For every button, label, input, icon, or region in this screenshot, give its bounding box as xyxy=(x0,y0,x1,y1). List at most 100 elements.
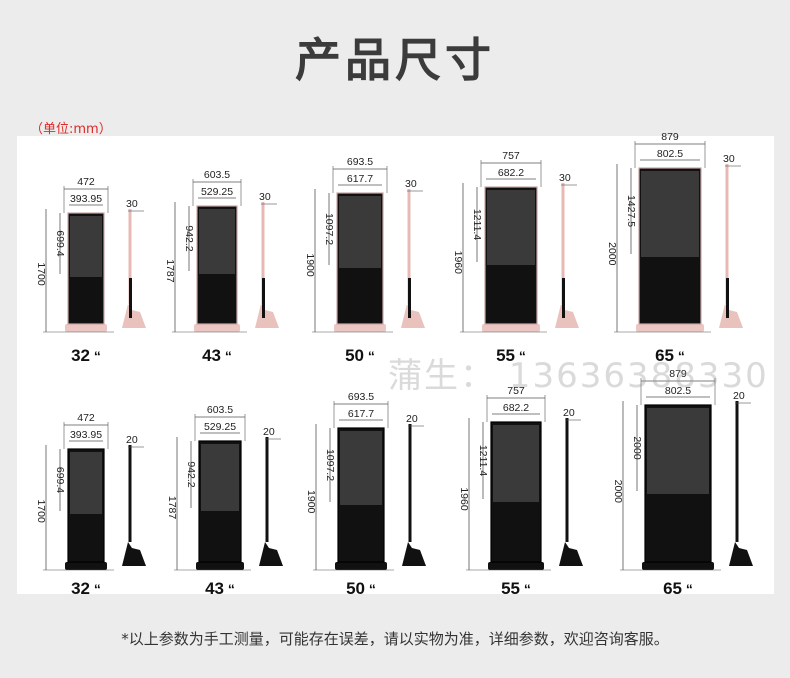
kiosk-base xyxy=(65,324,107,332)
size-inch-mark: “ xyxy=(520,581,531,597)
size-inch-mark: “ xyxy=(674,348,685,364)
kiosk-base xyxy=(636,324,704,332)
kiosk-screen xyxy=(641,171,699,257)
kiosk-65-row2: 879 802.5 20 2000 2000 65 “ xyxy=(612,368,753,598)
kiosk-side-foot xyxy=(122,542,146,566)
kiosk-side-back xyxy=(562,278,565,318)
screen-width-label: 529.25 xyxy=(204,421,236,433)
size-label: 32 “ xyxy=(71,346,101,365)
kiosk-base xyxy=(65,562,107,570)
screen-height-label: 1097.2 xyxy=(324,449,336,481)
depth-label: 30 xyxy=(405,178,417,190)
size-number: 32 xyxy=(71,346,90,365)
total-width-label: 757 xyxy=(502,150,520,162)
size-number: 55 xyxy=(501,579,520,598)
kiosk-side-back xyxy=(129,278,132,318)
kiosk-screen xyxy=(340,431,382,505)
size-inch-mark: “ xyxy=(90,348,101,364)
total-height-label: 2000 xyxy=(612,480,624,504)
kiosk-side-foot xyxy=(555,304,579,328)
total-width-label: 879 xyxy=(669,368,687,380)
size-label: 43 “ xyxy=(205,579,235,598)
depth-label: 20 xyxy=(126,434,138,446)
depth-label: 20 xyxy=(563,407,575,419)
screen-width-label: 802.5 xyxy=(657,148,683,160)
footnote: *以上参数为手工测量，可能存在误差，请以实物为准，详细参数，欢迎咨询客服。 xyxy=(121,630,669,648)
kiosk-screen xyxy=(339,196,381,268)
total-height-label: 1787 xyxy=(166,496,178,520)
kiosk-base xyxy=(194,324,240,332)
screen-height-label: 699.4 xyxy=(54,230,66,256)
screen-height-label: 699.4 xyxy=(54,467,66,493)
total-height-label: 1700 xyxy=(35,262,47,286)
kiosk-side-foot xyxy=(259,542,283,566)
size-inch-mark: “ xyxy=(224,581,235,597)
screen-width-label: 682.2 xyxy=(498,167,524,179)
size-number: 50 xyxy=(346,579,365,598)
depth-label: 30 xyxy=(723,153,735,165)
kiosk-screen xyxy=(487,190,535,265)
kiosk-screen xyxy=(647,408,709,494)
size-label: 55 “ xyxy=(496,346,526,365)
size-number: 43 xyxy=(205,579,224,598)
kiosk-base xyxy=(335,562,387,570)
size-number: 65 xyxy=(663,579,682,598)
kiosk-base xyxy=(334,324,386,332)
size-inch-mark: “ xyxy=(515,348,526,364)
depth-label: 30 xyxy=(259,191,271,203)
screen-width-label: 617.7 xyxy=(347,173,373,185)
size-number: 32 xyxy=(71,579,90,598)
kiosk-side-foot xyxy=(401,304,425,328)
screen-width-label: 617.7 xyxy=(348,408,374,420)
depth-label: 20 xyxy=(406,413,418,425)
kiosk-43-row1: 603.5 529.25 30 942.2 1787 43 “ xyxy=(164,169,279,365)
screen-width-label: 529.25 xyxy=(201,186,233,198)
total-height-label: 1960 xyxy=(458,487,470,511)
total-height-label: 1787 xyxy=(164,259,176,283)
size-label: 50 “ xyxy=(346,579,376,598)
kiosk-base xyxy=(642,562,714,570)
screen-width-label: 393.95 xyxy=(70,193,102,205)
total-width-label: 757 xyxy=(507,385,525,397)
kiosk-screen xyxy=(70,216,102,277)
kiosk-screen xyxy=(201,444,239,511)
total-height-label: 1700 xyxy=(35,499,47,523)
size-label: 43 “ xyxy=(202,346,232,365)
kiosk-base xyxy=(482,324,540,332)
kiosk-base xyxy=(488,562,544,570)
kiosk-55-row1: 757 682.2 30 1211.4 1960 55 “ xyxy=(452,150,579,365)
total-width-label: 472 xyxy=(77,412,95,424)
total-height-label: 1900 xyxy=(305,490,317,514)
kiosk-side-back xyxy=(726,278,729,318)
kiosk-50-row1: 693.5 617.7 30 1097.2 1900 50 “ xyxy=(304,156,425,365)
total-width-label: 472 xyxy=(77,176,95,188)
watermark-text: 蒲生： 13636388330 xyxy=(388,356,769,396)
kiosk-screen xyxy=(70,452,102,514)
kiosk-side-foot xyxy=(402,542,426,566)
total-height-label: 2000 xyxy=(606,242,618,266)
screen-height-label: 1211.4 xyxy=(471,209,483,240)
kiosk-base xyxy=(196,562,244,570)
total-width-label: 603.5 xyxy=(207,404,233,416)
kiosk-65-row1: 879 802.5 30 1427.5 2000 65 “ xyxy=(606,131,743,365)
total-width-label: 693.5 xyxy=(348,391,374,403)
kiosk-screen xyxy=(199,209,235,274)
screen-height-label: 942.2 xyxy=(185,461,197,487)
kiosk-side-foot xyxy=(729,542,753,566)
size-inch-mark: “ xyxy=(682,581,693,597)
size-label: 32 “ xyxy=(71,579,101,598)
depth-label: 20 xyxy=(263,426,275,438)
total-width-label: 603.5 xyxy=(204,169,230,181)
kiosk-side-foot xyxy=(255,304,279,328)
kiosk-side-back xyxy=(408,278,411,318)
depth-label: 30 xyxy=(559,172,571,184)
size-inch-mark: “ xyxy=(90,581,101,597)
screen-height-label: 2000 xyxy=(631,436,643,460)
size-label: 65 “ xyxy=(655,346,685,365)
kiosk-side-back xyxy=(262,278,265,318)
size-number: 55 xyxy=(496,346,515,365)
total-width-label: 693.5 xyxy=(347,156,373,168)
size-label: 50 “ xyxy=(345,346,375,365)
screen-height-label: 942.2 xyxy=(183,225,195,251)
